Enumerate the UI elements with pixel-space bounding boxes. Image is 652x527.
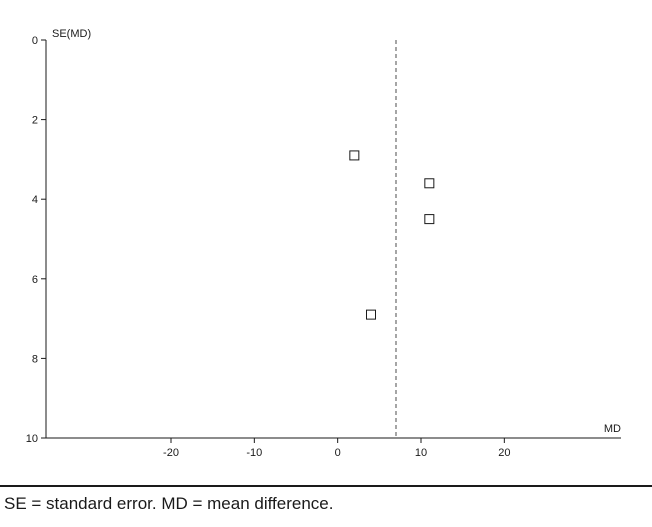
y-tick-label: 6: [32, 274, 38, 286]
data-point-square: [424, 178, 435, 189]
x-tick-label: 20: [498, 447, 510, 459]
x-axis-title: MD: [604, 423, 621, 435]
footnote-divider: [0, 485, 652, 487]
x-tick-label: 10: [415, 447, 427, 459]
y-tick-label: 0: [32, 35, 38, 47]
y-axis-title: SE(MD): [52, 28, 91, 40]
y-tick-label: 2: [32, 115, 38, 127]
data-point-square: [424, 214, 435, 225]
x-tick-label: -20: [163, 447, 179, 459]
figure-footnote: SE = standard error. MD = mean differenc…: [4, 494, 334, 513]
y-tick-label: 10: [26, 433, 38, 445]
data-points-group: [349, 150, 435, 320]
funnel-plot: 0 2 4 6 8 10 -20 -10 0 10 20 SE(MD) MD: [26, 28, 621, 459]
data-point-square: [349, 150, 360, 161]
x-tick-label: -10: [246, 447, 262, 459]
data-point-square: [366, 309, 376, 320]
x-tick-label: 0: [335, 447, 341, 459]
y-tick-label: 8: [32, 353, 38, 365]
y-tick-label: 4: [32, 194, 38, 206]
axes-group: 0 2 4 6 8 10 -20 -10 0 10 20 SE(MD) MD: [26, 28, 621, 459]
